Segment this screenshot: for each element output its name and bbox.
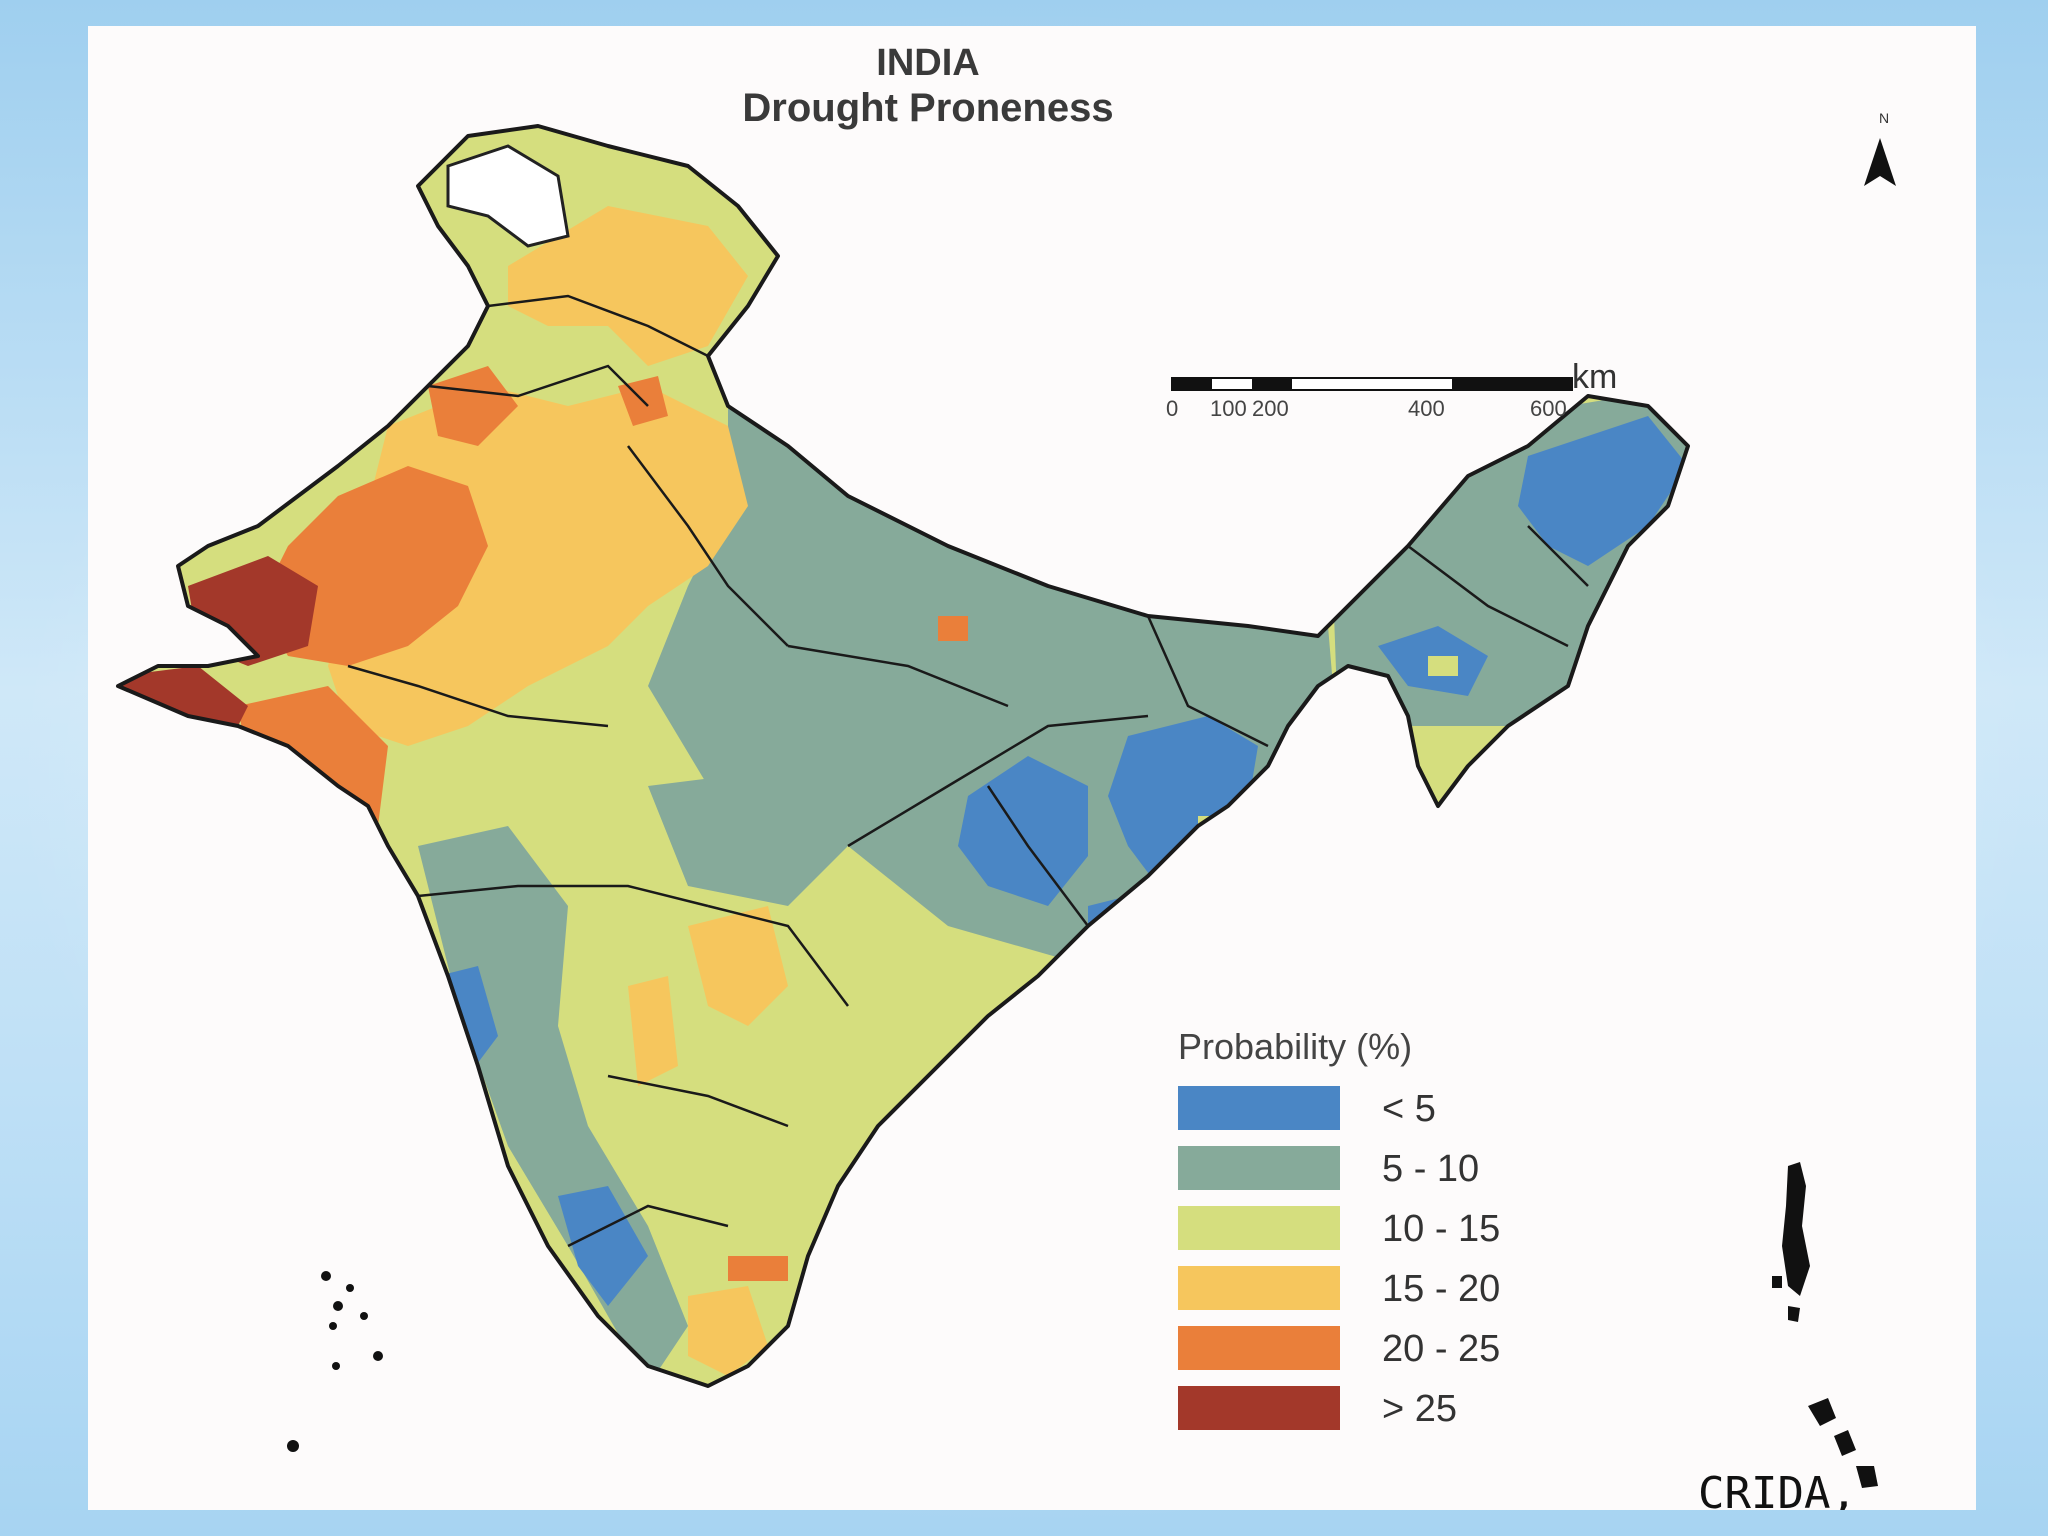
legend-swatch [1178, 1146, 1340, 1190]
scale-unit: km [1572, 358, 1618, 396]
drought-zones [118, 126, 1688, 1386]
map-panel: INDIA Drought Proneness N km 0 100 200 4… [88, 26, 1976, 1510]
legend-swatch [1178, 1266, 1340, 1310]
map-title-line1: INDIA [876, 42, 980, 84]
legend-label: 5 - 10 [1382, 1148, 1480, 1190]
lakshadweep-islands [287, 1271, 383, 1452]
scale-tick: 600 [1530, 396, 1567, 421]
scale-tick: 100 [1210, 396, 1247, 421]
legend-swatch [1178, 1206, 1340, 1250]
legend-swatch [1178, 1386, 1340, 1430]
legend-label: > 25 [1382, 1388, 1458, 1430]
scale-tick: 200 [1252, 396, 1289, 421]
legend-label: < 5 [1382, 1088, 1436, 1130]
legend-label: 10 - 15 [1382, 1208, 1501, 1250]
north-label: N [1879, 110, 1890, 126]
india-map [116, 124, 1896, 1488]
source-credit: CRIDA, 2013 [1698, 1468, 1857, 1510]
andaman-nicobar-islands [1772, 1162, 1878, 1488]
legend-label: 20 - 25 [1382, 1328, 1501, 1370]
state-boundaries [347, 294, 1589, 1248]
map-title-line2: Drought Proneness [742, 86, 1114, 130]
scale-bar [1171, 377, 1573, 391]
north-arrow-icon [1864, 138, 1896, 186]
legend-label: 15 - 20 [1382, 1268, 1501, 1310]
legend-swatch [1178, 1326, 1340, 1370]
legend-swatch [1178, 1086, 1340, 1130]
scale-tick: 0 [1166, 396, 1179, 421]
scale-tick: 400 [1408, 396, 1445, 421]
legend-title: Probability (%) [1178, 1026, 1413, 1067]
